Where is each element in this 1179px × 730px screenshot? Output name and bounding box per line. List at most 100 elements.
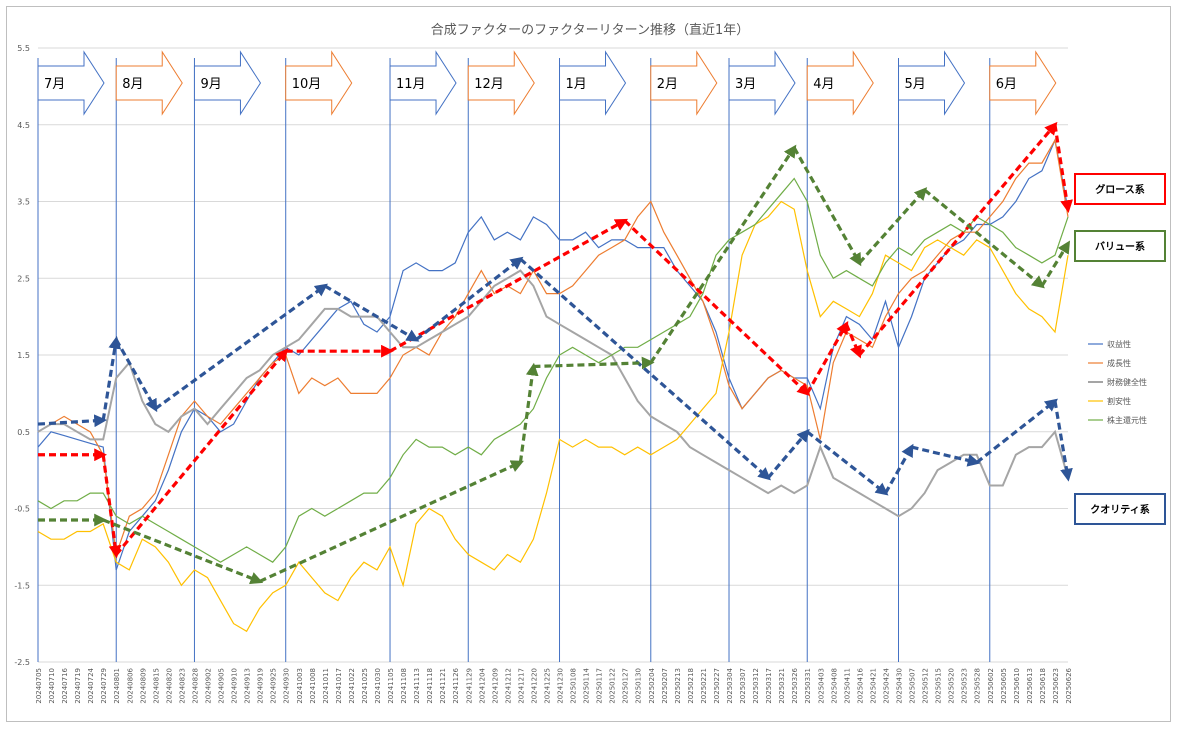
month-arrow-shape	[898, 50, 966, 116]
month-arrows: 7月 8月 9月 10月 11月 12月 1月 2月 3月 4月 5月 6月	[37, 50, 1057, 116]
x-tick-label: 20241129	[465, 668, 473, 704]
month-label: 12月	[474, 77, 504, 92]
x-tick-label: 20241217	[517, 668, 525, 704]
trend-arrow-segment	[766, 428, 810, 479]
legend-label: 成長性	[1107, 358, 1131, 368]
legend-label: 財務健全性	[1107, 377, 1147, 387]
x-tick-label: 20250520	[948, 668, 956, 704]
x-tick-label: 20250207	[661, 668, 669, 704]
x-tick-label: 20241011	[322, 668, 330, 704]
x-tick-label: 20250403	[817, 668, 825, 704]
x-tick-label: 20250528	[974, 668, 982, 704]
x-tick-label: 20250512	[922, 668, 930, 704]
month-arrow-shape	[650, 50, 718, 116]
y-tick-label: 1.5	[17, 351, 30, 360]
x-tick-label: 20250317	[765, 668, 773, 704]
trend-arrow-segment	[844, 323, 862, 359]
x-tick-label: 20241212	[504, 668, 512, 704]
x-tick-label: 20240820	[165, 668, 173, 704]
x-tick-label: 20241204	[478, 667, 486, 703]
trend-arrow-segment	[102, 518, 264, 585]
x-tick-label: 20241225	[543, 668, 551, 704]
x-tick-label: 20250523	[961, 668, 969, 704]
x-tick-label: 20250618	[1039, 668, 1047, 704]
x-tick-label: 20250117	[596, 668, 604, 704]
month-arrow-shape	[37, 50, 105, 116]
x-tick-label: 20241230	[557, 668, 565, 704]
month-label: 10月	[292, 77, 322, 92]
month-arrow-shape	[467, 50, 535, 116]
x-tick-label: 20240806	[126, 667, 134, 703]
x-tick-label: 20240919	[257, 668, 265, 704]
trend-arrow-segment	[649, 144, 797, 364]
x-tick-label: 20241118	[426, 668, 434, 704]
x-tick-label: 20241209	[491, 668, 499, 704]
y-tick-label: 5.5	[17, 44, 30, 53]
month-label: 6月	[996, 77, 1017, 92]
month-label: 4月	[813, 77, 834, 92]
y-axis-ticks: 5.5 4.5 3.5 2.5 1.5 0.5 -0.5 -1.5 -2.5	[14, 44, 30, 667]
x-tick-label: 20241008	[309, 668, 317, 704]
y-tick-label: -0.5	[14, 505, 30, 514]
group-label-text: グロース系	[1095, 183, 1145, 196]
month-arrow-shape	[389, 50, 457, 116]
legend-label: 収益性	[1107, 339, 1131, 349]
x-tick-label: 20250421	[869, 668, 877, 704]
x-tick-label: 20250602	[987, 668, 995, 704]
x-tick-label: 20250326	[791, 667, 799, 703]
x-tick-label: 20240828	[191, 668, 199, 704]
trend-arrow-segment	[1053, 124, 1073, 213]
x-tick-label: 20240809	[139, 668, 147, 704]
trend-arrow-segment	[101, 335, 122, 421]
trend-arrow-segment	[792, 146, 862, 267]
trend-arrow-segment	[1040, 240, 1071, 287]
x-tick-label: 20250218	[687, 668, 695, 704]
x-tick-label: 20240801	[113, 668, 121, 704]
trend-arrow-segment	[258, 460, 524, 583]
x-tick-label: 20250122	[609, 668, 617, 704]
trend-arrow-segment	[114, 338, 158, 413]
x-tick-label: 20250114	[583, 667, 591, 703]
month-arrow-shape	[193, 50, 262, 116]
x-tick-label: 20250416	[856, 667, 864, 703]
x-tick-label: 20250304	[726, 667, 734, 703]
x-tick-label: 20250515	[935, 668, 943, 704]
x-tick-label: 20250626	[1065, 667, 1073, 703]
x-tick-label: 20240905	[218, 668, 226, 704]
x-tick-label: 20241017	[335, 668, 343, 704]
y-tick-label: -2.5	[14, 658, 30, 667]
x-tick-label: 20250507	[909, 668, 917, 704]
x-tick-label: 20241113	[413, 668, 421, 704]
x-tick-label: 20250605	[1000, 668, 1008, 704]
month-label: 9月	[200, 77, 221, 92]
x-tick-label: 20250408	[830, 668, 838, 704]
x-tick-label: 20250424	[882, 667, 890, 703]
series-line	[37, 269, 1069, 518]
x-tick-label: 20241030	[374, 668, 382, 704]
x-tick-label: 20250610	[1013, 668, 1021, 704]
chart-title: 合成ファクターのファクターリターン推移（直近1年）	[431, 23, 750, 38]
x-tick-label: 20240710	[48, 668, 56, 704]
series-lines	[37, 138, 1069, 633]
x-tick-label: 20240729	[100, 668, 108, 704]
month-arrow-shape	[728, 50, 796, 116]
x-tick-label: 20240910	[231, 668, 239, 704]
month-label: 1月	[566, 77, 587, 92]
y-tick-label: 4.5	[17, 121, 30, 130]
x-tick-label: 20240930	[283, 668, 291, 704]
x-tick-label: 20241025	[361, 668, 369, 704]
trend-arrow-segment	[858, 121, 1058, 357]
x-tick-label: 20250108	[570, 668, 578, 704]
trend-arrow-segment	[923, 188, 1045, 289]
series-line	[37, 138, 1069, 571]
trend-arrows	[37, 121, 1073, 585]
x-tick-label: 20241121	[439, 668, 447, 704]
x-tick-label: 20241105	[387, 668, 395, 704]
month-dividers	[37, 58, 991, 662]
x-tick-label: 20250127	[622, 668, 630, 704]
x-tick-label: 20250331	[804, 668, 812, 704]
month-arrow-shape	[559, 50, 627, 116]
x-tick-label: 20241108	[400, 668, 408, 704]
